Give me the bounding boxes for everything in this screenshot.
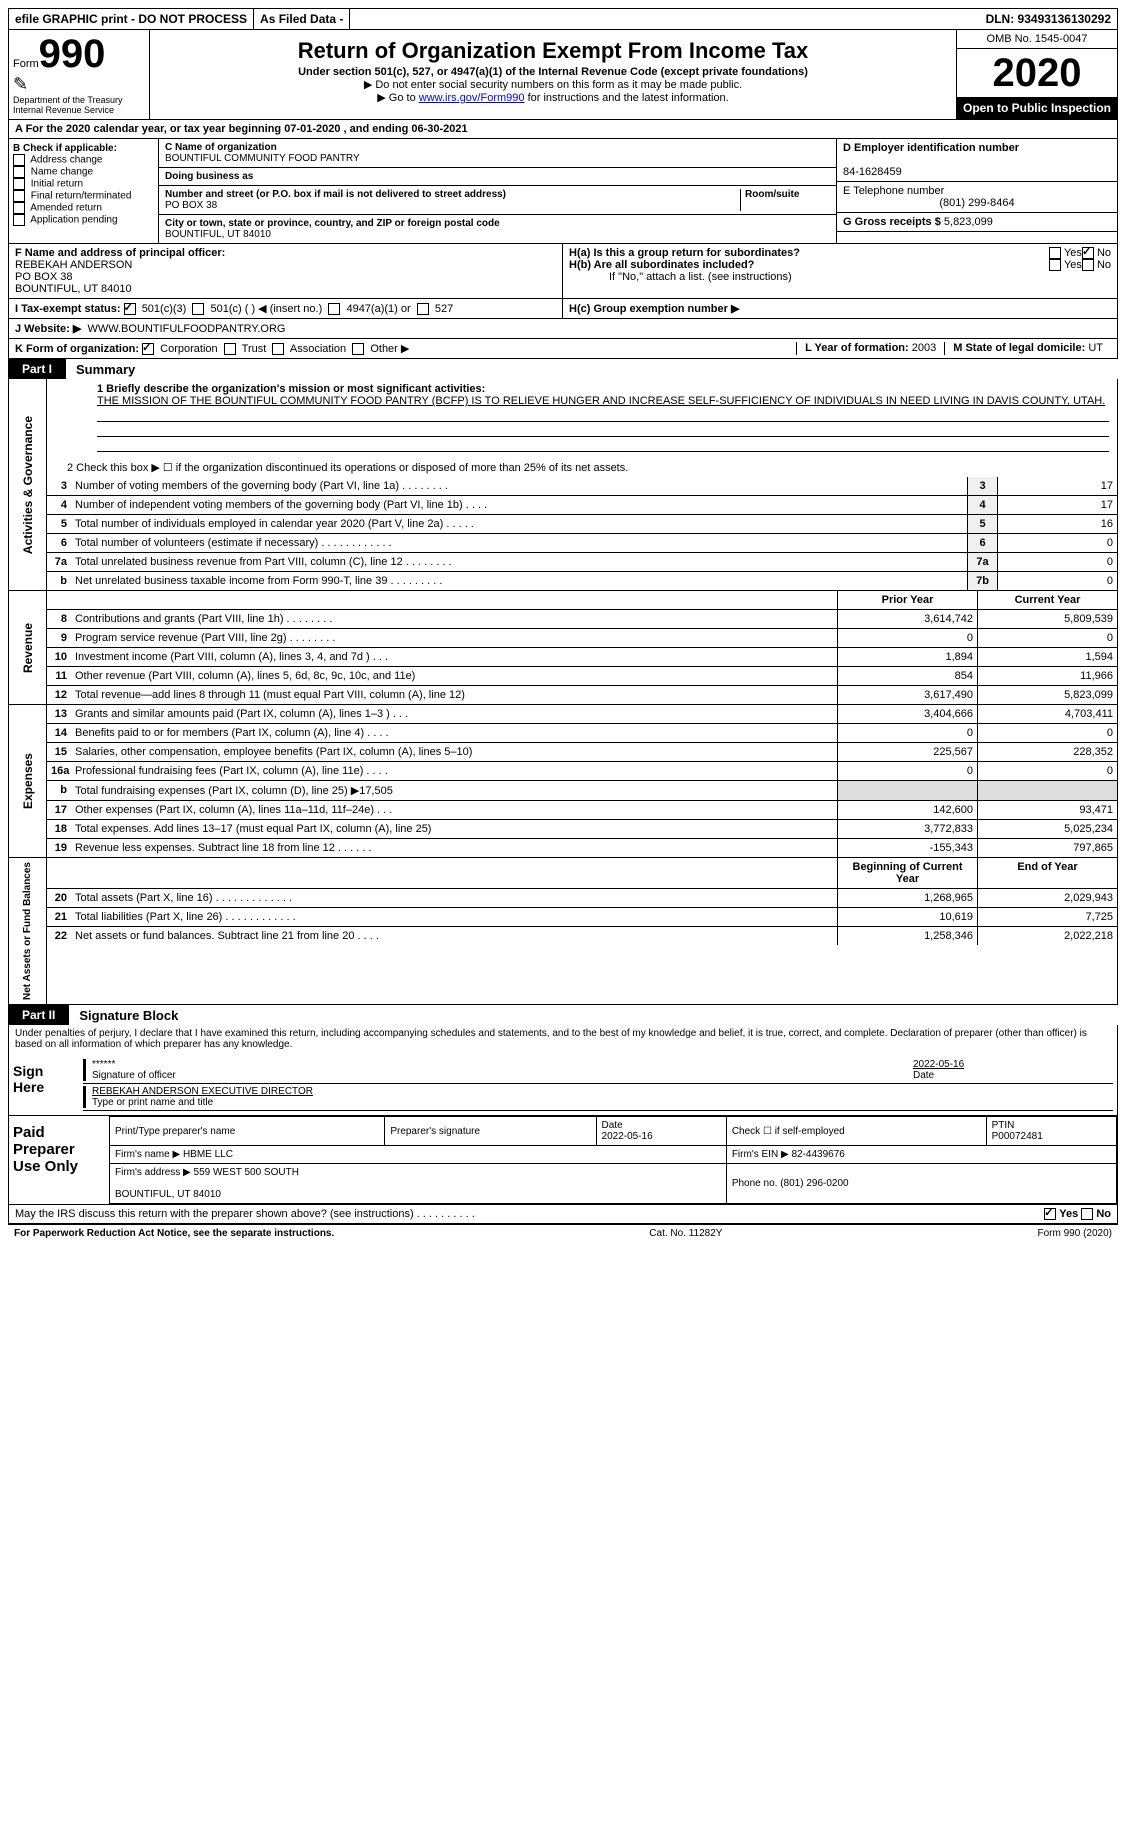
mission-text: THE MISSION OF THE BOUNTIFUL COMMUNITY F… bbox=[97, 395, 1109, 407]
summary-line: 4Number of independent voting members of… bbox=[47, 496, 1117, 515]
summary-line: 19Revenue less expenses. Subtract line 1… bbox=[47, 839, 1117, 857]
summary-line: 12Total revenue—add lines 8 through 11 (… bbox=[47, 686, 1117, 704]
website-row: J Website: ▶ WWW.BOUNTIFULFOODPANTRY.ORG bbox=[8, 319, 1118, 339]
officer-name: REBEKAH ANDERSON bbox=[15, 259, 132, 271]
preparer-table: Print/Type preparer's name Preparer's si… bbox=[109, 1116, 1117, 1204]
ha-yes[interactable] bbox=[1049, 247, 1061, 259]
summary-line: 22Net assets or fund balances. Subtract … bbox=[47, 927, 1117, 945]
page-footer: For Paperwork Reduction Act Notice, see … bbox=[8, 1224, 1118, 1242]
summary-line: bTotal fundraising expenses (Part IX, co… bbox=[47, 781, 1117, 801]
summary-line: bNet unrelated business taxable income f… bbox=[47, 572, 1117, 590]
summary-line: 20Total assets (Part X, line 16) . . . .… bbox=[47, 889, 1117, 908]
firm-name: HBME LLC bbox=[183, 1149, 233, 1160]
note-ssn: ▶ Do not enter social security numbers o… bbox=[156, 78, 950, 91]
line-2: 2 Check this box ▶ ☐ if the organization… bbox=[47, 458, 1117, 477]
info-grid: B Check if applicable: Address change Na… bbox=[8, 139, 1118, 244]
note-url: ▶ Go to www.irs.gov/Form990 for instruct… bbox=[156, 91, 950, 104]
dln: DLN: 93493136130292 bbox=[980, 9, 1117, 29]
ha-no[interactable] bbox=[1082, 247, 1094, 259]
sig-name: REBEKAH ANDERSON EXECUTIVE DIRECTOR bbox=[92, 1086, 313, 1097]
summary-line: 7aTotal unrelated business revenue from … bbox=[47, 553, 1117, 572]
col-c: C Name of organizationBOUNTIFUL COMMUNIT… bbox=[159, 139, 837, 243]
form-number: 990 bbox=[39, 32, 106, 76]
summary-line: 5Total number of individuals employed in… bbox=[47, 515, 1117, 534]
org-city: BOUNTIFUL, UT 84010 bbox=[165, 229, 271, 240]
col-b: B Check if applicable: Address change Na… bbox=[9, 139, 159, 243]
form-title: Return of Organization Exempt From Incom… bbox=[156, 38, 950, 64]
status-501c3[interactable] bbox=[124, 303, 136, 315]
checkbox-item: Address change bbox=[13, 154, 154, 166]
section-a: A For the 2020 calendar year, or tax yea… bbox=[8, 120, 1118, 139]
firm-phone: (801) 296-0200 bbox=[780, 1178, 848, 1189]
ptin: P00072481 bbox=[992, 1131, 1043, 1142]
sig-date: 2022-05-16 bbox=[913, 1059, 964, 1070]
phone: (801) 299-8464 bbox=[843, 197, 1111, 209]
org-name: BOUNTIFUL COMMUNITY FOOD PANTRY bbox=[165, 153, 360, 164]
hb-yes[interactable] bbox=[1049, 259, 1061, 271]
summary-line: 13Grants and similar amounts paid (Part … bbox=[47, 705, 1117, 724]
part2-header: Part II Signature Block bbox=[8, 1005, 1118, 1025]
form-corp[interactable] bbox=[142, 343, 154, 355]
org-address: PO BOX 38 bbox=[165, 200, 217, 211]
checkbox-item: Application pending bbox=[13, 214, 154, 226]
discuss-no[interactable] bbox=[1081, 1208, 1093, 1220]
summary-line: 14Benefits paid to or for members (Part … bbox=[47, 724, 1117, 743]
irs-link[interactable]: www.irs.gov/Form990 bbox=[419, 92, 525, 104]
summary-line: 16aProfessional fundraising fees (Part I… bbox=[47, 762, 1117, 781]
omb-number: OMB No. 1545-0047 bbox=[957, 30, 1117, 49]
public-inspection: Open to Public Inspection bbox=[957, 97, 1117, 119]
summary-line: 11Other revenue (Part VIII, column (A), … bbox=[47, 667, 1117, 686]
dept-line: Department of the Treasury bbox=[13, 95, 145, 105]
checkbox-item: Amended return bbox=[13, 202, 154, 214]
year-formed: 2003 bbox=[912, 342, 936, 354]
summary-line: 10Investment income (Part VIII, column (… bbox=[47, 648, 1117, 667]
form-subtitle: Under section 501(c), 527, or 4947(a)(1)… bbox=[156, 66, 950, 78]
efile-notice: efile GRAPHIC print - DO NOT PROCESS bbox=[9, 9, 254, 29]
website: WWW.BOUNTIFULFOODPANTRY.ORG bbox=[87, 323, 285, 335]
hb-no[interactable] bbox=[1082, 259, 1094, 271]
officer-h-row: F Name and address of principal officer:… bbox=[8, 244, 1118, 299]
checkbox-item: Final return/terminated bbox=[13, 190, 154, 202]
form-header: Form990 ✎ Department of the Treasury Int… bbox=[8, 30, 1118, 120]
checkbox-item: Name change bbox=[13, 166, 154, 178]
state-domicile: UT bbox=[1088, 342, 1103, 354]
summary-line: 6Total number of volunteers (estimate if… bbox=[47, 534, 1117, 553]
gross-receipts: 5,823,099 bbox=[944, 216, 993, 228]
form-label: Form bbox=[13, 58, 39, 70]
ein: 84-1628459 bbox=[843, 166, 902, 178]
col-d: D Employer identification number84-16284… bbox=[837, 139, 1117, 243]
checkbox-item: Initial return bbox=[13, 178, 154, 190]
status-hc-row: I Tax-exempt status: 501(c)(3) 501(c) ( … bbox=[8, 299, 1118, 319]
irs-line: Internal Revenue Service bbox=[13, 105, 145, 115]
summary-line: 3Number of voting members of the governi… bbox=[47, 477, 1117, 496]
summary-line: 15Salaries, other compensation, employee… bbox=[47, 743, 1117, 762]
summary-line: 9Program service revenue (Part VIII, lin… bbox=[47, 629, 1117, 648]
summary-line: 8Contributions and grants (Part VIII, li… bbox=[47, 610, 1117, 629]
firm-ein: 82-4439676 bbox=[791, 1149, 844, 1160]
as-filed: As Filed Data - bbox=[254, 9, 350, 29]
summary-body: Activities & Governance 1 Briefly descri… bbox=[8, 379, 1118, 1005]
summary-line: 18Total expenses. Add lines 13–17 (must … bbox=[47, 820, 1117, 839]
signature-block: Under penalties of perjury, I declare th… bbox=[8, 1025, 1118, 1224]
tax-year: 2020 bbox=[957, 49, 1117, 97]
summary-line: 21Total liabilities (Part X, line 26) . … bbox=[47, 908, 1117, 927]
summary-line: 17Other expenses (Part IX, column (A), l… bbox=[47, 801, 1117, 820]
discuss-yes[interactable] bbox=[1044, 1208, 1056, 1220]
top-bar: efile GRAPHIC print - DO NOT PROCESS As … bbox=[8, 8, 1118, 30]
part1-header: Part I Summary bbox=[8, 359, 1118, 379]
k-l-m-row: K Form of organization: Corporation Trus… bbox=[8, 339, 1118, 359]
